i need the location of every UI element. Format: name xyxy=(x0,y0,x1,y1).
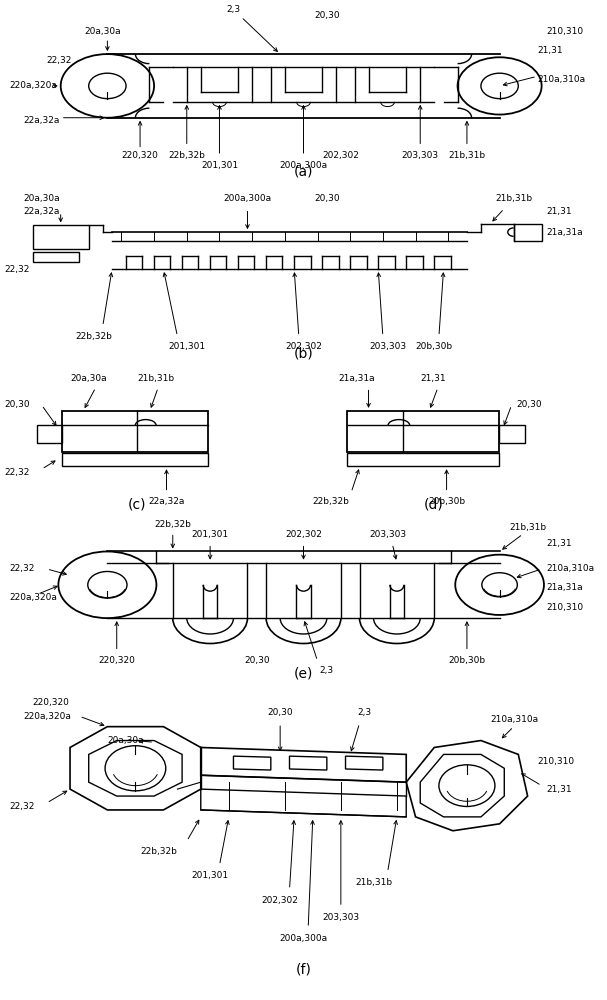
Text: 22,32: 22,32 xyxy=(4,468,30,477)
Text: 201,301: 201,301 xyxy=(192,871,229,880)
Text: 201,301: 201,301 xyxy=(201,161,238,170)
Text: 2,3: 2,3 xyxy=(357,708,371,717)
Text: 22a,32a: 22a,32a xyxy=(23,207,59,216)
Text: 210a,310a: 210a,310a xyxy=(546,564,594,573)
Text: 210,310: 210,310 xyxy=(537,757,574,766)
Text: 220,320: 220,320 xyxy=(98,656,135,665)
Text: 22,32: 22,32 xyxy=(9,802,35,811)
Text: (c): (c) xyxy=(128,497,147,511)
Text: 203,303: 203,303 xyxy=(322,913,359,922)
Text: 21b,31b: 21b,31b xyxy=(137,374,174,383)
Text: 22a,32a: 22a,32a xyxy=(23,116,59,125)
Text: 200a,300a: 200a,300a xyxy=(279,934,328,943)
Text: (e): (e) xyxy=(294,667,313,681)
Text: 210a,310a: 210a,310a xyxy=(537,75,585,84)
Text: 21,31: 21,31 xyxy=(421,374,446,383)
Bar xyxy=(514,224,541,241)
Text: 220a,320a: 220a,320a xyxy=(9,593,57,602)
Text: 21b,31b: 21b,31b xyxy=(509,523,546,532)
Text: (f): (f) xyxy=(296,963,311,977)
Text: 2,3: 2,3 xyxy=(320,666,334,675)
Text: 22b,32b: 22b,32b xyxy=(75,332,112,341)
Text: 2,3: 2,3 xyxy=(226,5,277,51)
Text: 20b,30b: 20b,30b xyxy=(428,497,465,506)
Text: (a): (a) xyxy=(294,165,313,179)
Text: 22,32: 22,32 xyxy=(5,265,30,274)
Text: 22b,32b: 22b,32b xyxy=(168,151,205,160)
Bar xyxy=(33,252,80,262)
Text: 20,30: 20,30 xyxy=(314,11,340,20)
Text: 201,301: 201,301 xyxy=(192,530,229,539)
Text: 202,302: 202,302 xyxy=(322,151,359,160)
Bar xyxy=(347,411,498,452)
Text: 21a,31a: 21a,31a xyxy=(546,583,583,592)
Text: 20,30: 20,30 xyxy=(516,400,541,410)
Text: 20a,30a: 20a,30a xyxy=(84,27,121,36)
Text: 20a,30a: 20a,30a xyxy=(71,374,107,383)
Text: 202,302: 202,302 xyxy=(262,896,299,905)
Text: 202,302: 202,302 xyxy=(285,530,322,539)
Text: 21b,31b: 21b,31b xyxy=(355,878,392,887)
Bar xyxy=(63,411,208,452)
Text: 21a,31a: 21a,31a xyxy=(338,374,375,383)
Text: 21a,31a: 21a,31a xyxy=(546,228,583,237)
Text: 22,32: 22,32 xyxy=(9,564,35,573)
Text: 200a,300a: 200a,300a xyxy=(279,161,328,170)
Text: 220a,320a: 220a,320a xyxy=(23,712,71,721)
Text: 22a,32a: 22a,32a xyxy=(148,497,185,506)
Text: 20b,30b: 20b,30b xyxy=(449,656,486,665)
Text: 20a,30a: 20a,30a xyxy=(107,736,144,745)
Text: 20,30: 20,30 xyxy=(267,708,293,717)
Bar xyxy=(63,453,208,466)
Bar xyxy=(33,225,89,249)
Text: 202,302: 202,302 xyxy=(285,342,322,351)
Bar xyxy=(498,425,524,443)
Text: 21,31: 21,31 xyxy=(546,539,572,548)
Text: 20,30: 20,30 xyxy=(244,656,270,665)
Text: 20,30: 20,30 xyxy=(4,400,30,410)
Text: 220,320: 220,320 xyxy=(33,698,70,707)
Text: 210,310: 210,310 xyxy=(546,27,583,36)
Text: 21,31: 21,31 xyxy=(537,46,563,55)
Text: 203,303: 203,303 xyxy=(402,151,439,160)
Text: 200a,300a: 200a,300a xyxy=(223,194,271,203)
Text: 22,32: 22,32 xyxy=(47,56,72,65)
Text: 210a,310a: 210a,310a xyxy=(490,715,538,724)
Text: 203,303: 203,303 xyxy=(369,342,406,351)
Text: 201,301: 201,301 xyxy=(168,342,205,351)
Text: 22b,32b: 22b,32b xyxy=(154,520,191,529)
Text: 21,31: 21,31 xyxy=(546,207,572,216)
Text: 20b,30b: 20b,30b xyxy=(416,342,453,351)
Text: (d): (d) xyxy=(424,497,444,511)
Text: 220a,320a: 220a,320a xyxy=(9,81,57,90)
Text: 20,30: 20,30 xyxy=(314,194,340,203)
Text: 21b,31b: 21b,31b xyxy=(449,151,486,160)
Text: 210,310: 210,310 xyxy=(546,603,583,612)
Text: 21b,31b: 21b,31b xyxy=(495,194,532,203)
Text: 21,31: 21,31 xyxy=(546,785,572,794)
Text: 22b,32b: 22b,32b xyxy=(312,497,349,506)
Bar xyxy=(347,453,498,466)
Text: 220,320: 220,320 xyxy=(121,151,158,160)
Text: (b): (b) xyxy=(294,346,313,360)
Bar xyxy=(38,425,63,443)
Text: 203,303: 203,303 xyxy=(369,530,406,539)
Text: 22b,32b: 22b,32b xyxy=(140,847,177,856)
Text: 20a,30a: 20a,30a xyxy=(23,194,60,203)
